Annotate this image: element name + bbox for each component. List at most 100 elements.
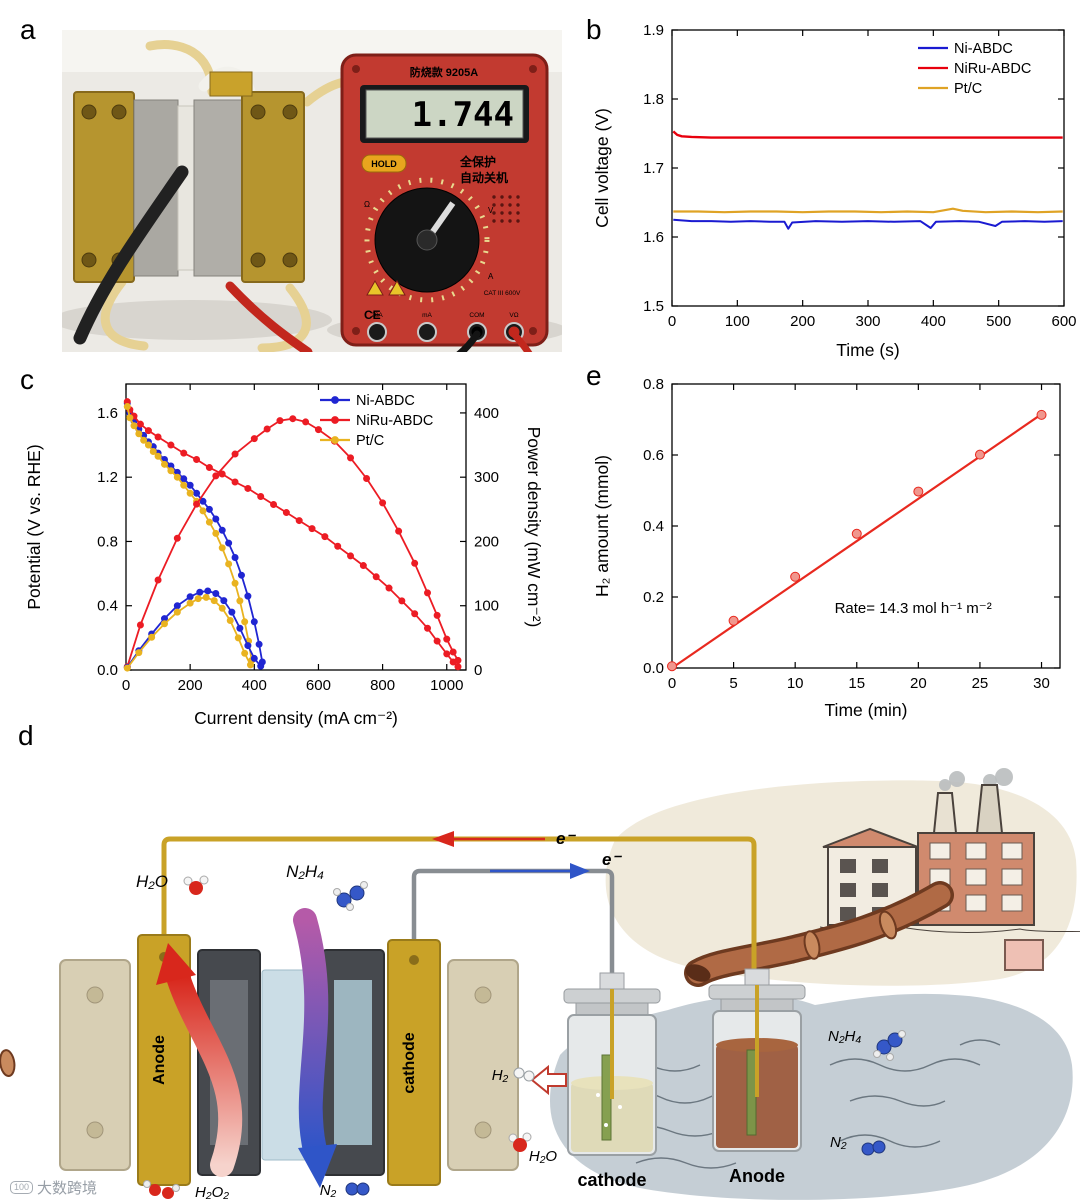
h2-release-arrow xyxy=(530,1064,567,1096)
h2o-molecule-right xyxy=(508,1132,532,1152)
svg-text:Cell voltage (V): Cell voltage (V) xyxy=(592,108,612,228)
svg-text:200: 200 xyxy=(474,533,499,550)
svg-text:100: 100 xyxy=(725,313,750,330)
svg-text:0.0: 0.0 xyxy=(643,660,664,677)
svg-text:1000: 1000 xyxy=(430,677,463,694)
panel-label-e: e xyxy=(586,360,602,391)
cathode-beaker-label: cathode xyxy=(577,1170,646,1190)
red-test-lead xyxy=(225,281,313,352)
svg-text:Time (s): Time (s) xyxy=(836,340,900,360)
svg-text:0.8: 0.8 xyxy=(643,376,664,393)
svg-text:0: 0 xyxy=(122,677,130,694)
electron-label-mid: e⁻ xyxy=(602,850,622,869)
svg-text:Current density (mA cm⁻²): Current density (mA cm⁻²) xyxy=(194,708,398,728)
svg-text:1.9: 1.9 xyxy=(643,22,664,39)
svg-text:Rate= 14.3 mol h⁻¹ m⁻²: Rate= 14.3 mol h⁻¹ m⁻² xyxy=(835,600,992,617)
watermark: 100 大数跨境 xyxy=(10,1177,97,1198)
warning-icon xyxy=(366,279,384,296)
jack-ma-label: mA xyxy=(422,312,432,319)
svg-text:25: 25 xyxy=(972,675,989,692)
svg-text:NiRu-ABDC: NiRu-ABDC xyxy=(954,61,1031,77)
svg-text:300: 300 xyxy=(474,469,499,486)
n2h4-molecule-right xyxy=(873,1030,906,1061)
panel-a-photo: 防烧款 9205A 1.744 HOLD 全保护 自动关机 V xyxy=(62,30,562,352)
svg-text:200: 200 xyxy=(178,677,203,694)
jack-com-label: COM xyxy=(469,312,484,319)
svg-text:1.8: 1.8 xyxy=(643,91,664,108)
n2-molecule-left xyxy=(345,1182,370,1196)
jack-20a-label: 20A xyxy=(371,312,383,319)
dial-ohm-label: Ω xyxy=(364,200,370,209)
svg-text:Ni-ABDC: Ni-ABDC xyxy=(954,41,1013,57)
system-schematic: e⁻ e⁻ Anode cathode xyxy=(0,768,1080,1201)
svg-text:H₂ amount (mmol): H₂ amount (mmol) xyxy=(592,455,612,597)
end-plate-left xyxy=(59,959,131,1171)
n2h4-left-label: N₂H₄ xyxy=(286,862,324,881)
svg-text:600: 600 xyxy=(1051,313,1076,330)
hold-button[interactable] xyxy=(361,154,407,173)
n2-right-label: N₂ xyxy=(830,1134,847,1151)
speaker-dots xyxy=(492,195,520,223)
polarization-chart: 0 200 400 600 800 1000 0.0 0.4 0.8 1.2 1.6 0 100 200 3… xyxy=(24,383,544,728)
electrolyzer-stack: Anode cathode xyxy=(59,934,519,1186)
cat-rating: CAT III 600V xyxy=(484,290,521,297)
svg-text:400: 400 xyxy=(242,677,267,694)
h2o-molecule-left xyxy=(183,875,209,895)
svg-text:10: 10 xyxy=(787,675,804,692)
input-jacks: 20A mA COM VΩ xyxy=(367,312,533,352)
svg-text:1.6: 1.6 xyxy=(97,405,118,422)
svg-text:Power density (mW cm⁻²): Power density (mW cm⁻²) xyxy=(524,427,544,628)
electron-label-top: e⁻ xyxy=(556,829,576,848)
svg-text:0.4: 0.4 xyxy=(97,598,118,615)
svg-text:5: 5 xyxy=(729,675,737,692)
feature-text-1: 全保护 xyxy=(459,154,496,169)
n2-molecule-right xyxy=(861,1140,886,1156)
h2o-right-label: H₂O xyxy=(529,1148,558,1165)
multimeter: 防烧款 9205A 1.744 HOLD 全保护 自动关机 V xyxy=(340,53,549,352)
anode-beaker-label: Anode xyxy=(729,1166,785,1186)
n2h4-flow-arrow xyxy=(293,908,337,1188)
panel-label-c: c xyxy=(20,364,34,395)
warning-icon-2 xyxy=(388,279,406,296)
h2-molecule xyxy=(513,1067,535,1082)
svg-text:0.0: 0.0 xyxy=(97,662,118,679)
svg-text:200: 200 xyxy=(790,313,815,330)
svg-text:0.2: 0.2 xyxy=(643,589,664,606)
electron-flow-top: e⁻ xyxy=(432,829,576,848)
svg-text:0: 0 xyxy=(668,313,676,330)
svg-text:0: 0 xyxy=(668,675,676,692)
panel-label-d: d xyxy=(18,720,34,751)
black-test-lead xyxy=(73,165,189,345)
panel-label-a: a xyxy=(20,14,36,45)
svg-text:0.4: 0.4 xyxy=(643,518,664,535)
svg-text:1.2: 1.2 xyxy=(97,469,118,486)
n2h4-molecule-left xyxy=(333,881,368,911)
jack-v-label: VΩ xyxy=(509,312,518,319)
feature-text-2: 自动关机 xyxy=(460,170,508,185)
h2o-left-label: H₂O xyxy=(136,872,168,891)
electron-flow-mid: e⁻ xyxy=(490,850,622,879)
n2-left-label: N₂ xyxy=(320,1182,337,1199)
svg-text:100: 100 xyxy=(474,598,499,615)
svg-text:0.8: 0.8 xyxy=(97,533,118,550)
h2o2-label: H₂O₂ xyxy=(195,1184,229,1201)
cathode-beaker xyxy=(563,972,661,1156)
svg-text:Potential (V vs. RHE): Potential (V vs. RHE) xyxy=(24,444,44,609)
panel-label-b: b xyxy=(586,14,602,45)
svg-text:1.5: 1.5 xyxy=(643,298,664,315)
anode-beaker xyxy=(708,968,806,1152)
svg-text:1.6: 1.6 xyxy=(643,229,664,246)
h2-label: H₂ xyxy=(492,1067,509,1084)
ce-mark: CE xyxy=(364,308,381,322)
watermark-logo: 100 xyxy=(10,1181,34,1194)
h2o2-molecule xyxy=(143,1180,180,1199)
svg-text:15: 15 xyxy=(848,675,865,692)
svg-text:Pt/C: Pt/C xyxy=(356,433,384,449)
svg-text:Time (min): Time (min) xyxy=(825,700,908,720)
rotary-dial[interactable]: V Ω A xyxy=(364,177,494,303)
end-plate-right xyxy=(447,959,519,1171)
svg-text:800: 800 xyxy=(370,677,395,694)
svg-text:300: 300 xyxy=(855,313,880,330)
svg-text:Ni-ABDC: Ni-ABDC xyxy=(356,393,415,409)
